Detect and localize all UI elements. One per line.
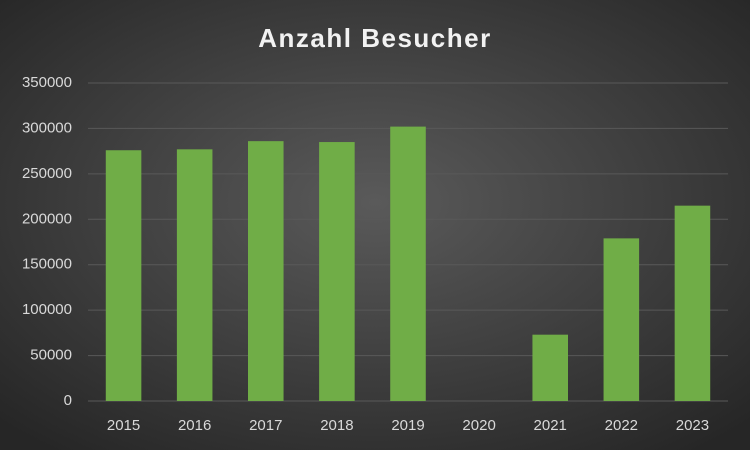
x-tick-label: 2020 — [462, 417, 495, 434]
x-tick-label: 2022 — [605, 417, 638, 434]
bar — [390, 126, 426, 402]
y-tick-label: 350000 — [22, 74, 72, 91]
x-tick-label: 2023 — [676, 417, 709, 434]
bar — [603, 238, 640, 401]
bar — [532, 334, 568, 401]
x-tick-label: 2016 — [178, 417, 211, 434]
y-tick-label: 200000 — [22, 210, 72, 227]
x-tick-label: 2015 — [107, 417, 140, 434]
bar — [319, 142, 355, 402]
y-tick-label: 100000 — [22, 301, 72, 318]
y-tick-label: 0 — [64, 392, 72, 409]
y-tick-label: 50000 — [30, 347, 72, 364]
x-tick-label: 2021 — [534, 417, 567, 434]
y-tick-label: 250000 — [22, 165, 72, 182]
chart-title: Anzahl Besucher — [258, 23, 491, 53]
x-tick-label: 2017 — [249, 417, 282, 434]
bar — [248, 141, 284, 402]
bar — [105, 150, 142, 401]
bar — [674, 205, 711, 401]
y-tick-label: 150000 — [22, 256, 72, 273]
x-tick-label: 2019 — [391, 417, 424, 434]
x-tick-label: 2018 — [320, 417, 353, 434]
bar — [176, 149, 213, 401]
y-tick-label: 300000 — [22, 119, 72, 136]
